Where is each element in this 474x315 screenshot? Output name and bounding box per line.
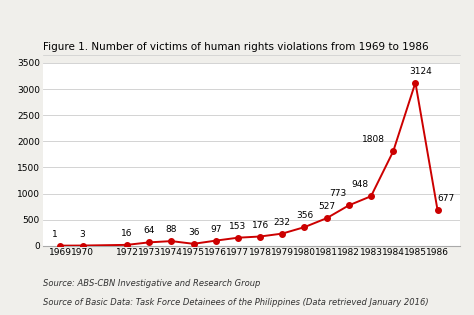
Text: 773: 773 bbox=[329, 189, 346, 198]
Text: Source: ABS-CBN Investigative and Research Group: Source: ABS-CBN Investigative and Resear… bbox=[43, 279, 260, 288]
Text: 3124: 3124 bbox=[410, 67, 432, 76]
Text: 153: 153 bbox=[229, 222, 246, 231]
Text: 1808: 1808 bbox=[362, 135, 385, 144]
Text: 64: 64 bbox=[144, 226, 155, 235]
Text: 232: 232 bbox=[274, 218, 291, 227]
Text: Figure 1. Number of victims of human rights violations from 1969 to 1986: Figure 1. Number of victims of human rig… bbox=[43, 42, 428, 52]
Text: 16: 16 bbox=[121, 229, 133, 238]
Text: 527: 527 bbox=[318, 202, 335, 211]
Text: 3: 3 bbox=[80, 230, 85, 238]
Text: 677: 677 bbox=[438, 194, 455, 203]
Text: 36: 36 bbox=[188, 228, 199, 237]
Text: 1: 1 bbox=[52, 230, 58, 239]
Text: Source of Basic Data: Task Force Detainees of the Philippines (Data retrieved Ja: Source of Basic Data: Task Force Detaine… bbox=[43, 298, 428, 307]
Text: 948: 948 bbox=[351, 180, 368, 189]
Text: 356: 356 bbox=[296, 211, 313, 220]
Text: 88: 88 bbox=[165, 225, 177, 234]
Text: 97: 97 bbox=[210, 225, 221, 234]
Text: 176: 176 bbox=[252, 220, 269, 230]
